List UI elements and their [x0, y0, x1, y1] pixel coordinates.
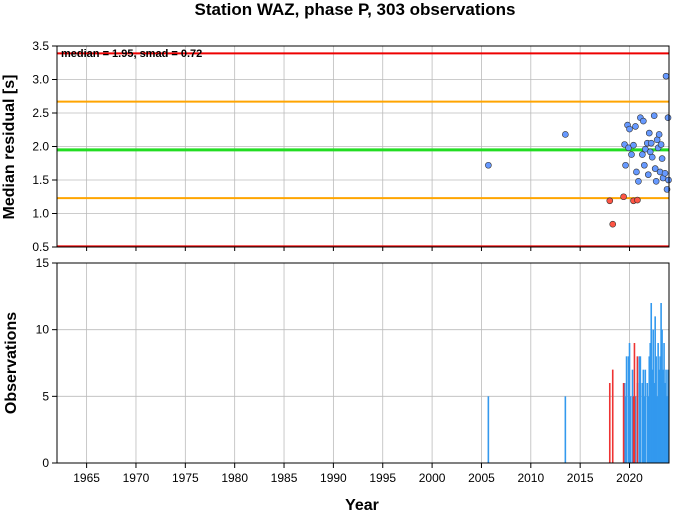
residual-point — [647, 139, 655, 147]
residual-point — [635, 178, 642, 185]
residual-point — [628, 151, 635, 158]
residual-point — [645, 129, 653, 137]
top-y-tick-label: 1.0 — [32, 207, 49, 221]
top-y-tick-label: 2.0 — [32, 140, 49, 154]
x-tick-label: 2010 — [517, 471, 544, 485]
x-tick-label: 2020 — [616, 471, 643, 485]
x-tick-label: 1965 — [73, 471, 100, 485]
x-tick-label: 2005 — [468, 471, 495, 485]
top-y-tick-label: 3.5 — [32, 39, 49, 53]
top-panel-ylabel: Median residual [s] — [1, 75, 18, 220]
x-tick-label: 2000 — [419, 471, 446, 485]
residual-point — [661, 170, 669, 177]
bottom-y-tick-label: 0 — [42, 456, 49, 470]
bottom-panel-bars — [487, 303, 669, 463]
bottom-panel-ylabel: Observations — [3, 312, 20, 414]
residual-point — [485, 161, 492, 169]
x-tick-label: 1975 — [172, 471, 199, 485]
bottom-panel-xlabel: Year — [345, 497, 379, 511]
bottom-y-tick-label: 15 — [36, 256, 50, 270]
x-tick-label: 1985 — [271, 471, 298, 485]
top-y-tick-label: 3.0 — [32, 73, 49, 87]
residual-point — [634, 196, 641, 204]
residual-point — [641, 161, 648, 169]
top-panel-y-ticks: 0.5 1.0 1.5 2.0 2.5 3.0 3.5 — [32, 39, 57, 254]
residual-point — [632, 123, 639, 130]
residual-point — [633, 168, 640, 176]
residual-point — [562, 131, 569, 138]
residual-point — [658, 155, 666, 162]
top-panel-reference-lines — [57, 52, 669, 248]
bottom-panel-x-ticks: 1965 1970 1975 1980 1985 1990 1995 2000 2005 2010… — [73, 247, 643, 485]
top-y-tick-label: 1.5 — [32, 173, 49, 187]
residual-point — [657, 141, 665, 148]
top-y-tick-label: 0.5 — [32, 240, 49, 254]
residual-point — [620, 193, 627, 201]
residual-point — [655, 131, 663, 138]
residual-point — [609, 220, 617, 228]
x-tick-label: 1970 — [123, 471, 150, 485]
bottom-panel-y-ticks: 0 5 10 15 — [36, 256, 57, 470]
residual-point — [622, 161, 629, 169]
residual-point — [606, 197, 614, 205]
x-tick-label: 1990 — [320, 471, 347, 485]
residual-point — [662, 72, 670, 80]
residual-point — [626, 125, 633, 133]
bottom-y-tick-label: 10 — [36, 323, 50, 337]
residual-point — [644, 171, 652, 178]
bottom-y-tick-label: 5 — [42, 389, 49, 403]
residual-point — [640, 117, 647, 125]
x-tick-label: 2015 — [567, 471, 594, 485]
residual-point — [651, 165, 659, 172]
chart-title: Station WAZ, phase P, 303 observations — [195, 0, 516, 19]
median-smad-annotation: median = 1.95, smad = 0.72 — [61, 48, 202, 60]
x-tick-label: 1995 — [369, 471, 396, 485]
residual-point — [650, 112, 658, 119]
top-y-tick-label: 2.5 — [32, 106, 49, 120]
residual-point — [639, 151, 646, 158]
x-tick-label: 1980 — [221, 471, 248, 485]
residual-point — [625, 144, 632, 152]
residual-point — [642, 145, 649, 153]
residual-point — [664, 114, 672, 121]
residual-point — [630, 141, 637, 149]
residual-point — [648, 153, 656, 161]
residual-point — [652, 178, 660, 185]
bottom-panel-frame — [56, 262, 670, 464]
